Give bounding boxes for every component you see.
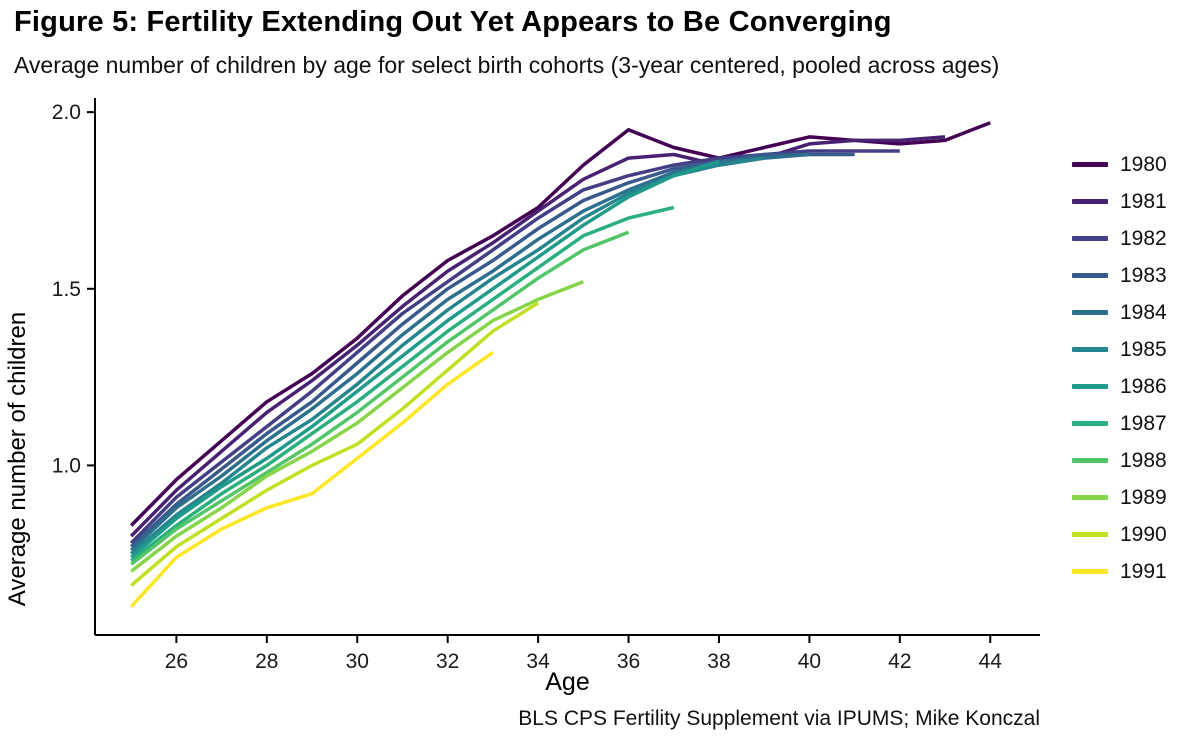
x-tick-label: 36	[617, 650, 640, 673]
plot-area: 26 28 30 32 34 36 38 40 42 44 1.0 1.5 2.0 Average nu…	[0, 90, 1060, 680]
x-tick-label: 34	[526, 650, 550, 673]
legend-label: 1983	[1120, 263, 1167, 287]
line-chart: 26 28 30 32 34 36 38 40 42 44 1.0 1.5 2.0	[52, 98, 1040, 673]
legend-label: 1980	[1120, 152, 1167, 176]
legend-swatch-1991	[1072, 569, 1108, 574]
x-axis-title: Age	[545, 668, 590, 696]
series-line-1991	[129, 350, 494, 608]
legend-label: 1985	[1120, 337, 1167, 361]
legend-item-1989: 1989	[1072, 485, 1167, 510]
legend-label: 1989	[1120, 485, 1167, 509]
y-axis-title: Average number of children	[4, 311, 31, 607]
legend-item-1984: 1984	[1072, 300, 1167, 325]
x-tick-label: 42	[888, 650, 911, 673]
legend-label: 1981	[1120, 189, 1167, 213]
legend-item-1982: 1982	[1072, 226, 1167, 251]
legend-label: 1990	[1120, 522, 1167, 546]
legend-item-1980: 1980	[1072, 152, 1167, 177]
legend-swatch-1986	[1072, 384, 1108, 389]
legend-swatch-1989	[1072, 495, 1108, 500]
legend-swatch-1982	[1072, 236, 1108, 241]
legend-item-1987: 1987	[1072, 411, 1167, 436]
legend-label: 1987	[1120, 411, 1167, 435]
legend-swatch-1984	[1072, 310, 1108, 315]
figure-subtitle: Average number of children by age for se…	[14, 52, 1000, 78]
legend-item-1983: 1983	[1072, 263, 1167, 288]
series-line-1986	[130, 159, 720, 559]
x-tick-label: 32	[436, 650, 459, 673]
series-line-1988	[130, 230, 630, 566]
y-tick-label: 1.0	[52, 454, 81, 477]
y-tick-label: 1.5	[52, 278, 81, 301]
series-line-1980	[129, 121, 991, 527]
x-tick-label: 44	[979, 650, 1003, 673]
legend-label: 1986	[1120, 374, 1167, 398]
legend-label: 1982	[1120, 226, 1167, 250]
legend-item-1981: 1981	[1072, 189, 1167, 214]
legend-swatch-1988	[1072, 458, 1108, 463]
legend-swatch-1985	[1072, 347, 1108, 352]
y-tick-label: 2.0	[52, 101, 81, 124]
source-caption: BLS CPS Fertility Supplement via IPUMS; …	[518, 707, 1040, 730]
legend-label: 1988	[1120, 448, 1167, 472]
series-line-1985	[130, 156, 765, 556]
x-tick-label: 26	[165, 650, 188, 673]
legend-item-1991: 1991	[1072, 559, 1167, 584]
legend-item-1988: 1988	[1072, 448, 1167, 473]
legend-label: 1991	[1120, 559, 1167, 583]
series-line-1987	[130, 205, 675, 563]
legend-swatch-1983	[1072, 273, 1108, 278]
legend-swatch-1980	[1072, 162, 1108, 167]
x-tick-label: 38	[707, 650, 730, 673]
legend-swatch-1981	[1072, 199, 1108, 204]
x-tick-label: 40	[798, 650, 821, 673]
x-tick-label: 30	[346, 650, 369, 673]
figure-title: Figure 5: Fertility Extending Out Yet Ap…	[14, 6, 892, 38]
series-line-1981	[129, 135, 946, 538]
legend-item-1985: 1985	[1072, 337, 1167, 362]
legend-item-1990: 1990	[1072, 522, 1167, 547]
legend: 1980 1981 1982 1983 1984 1985 1986 1987 1988 1989…	[1072, 152, 1167, 584]
legend-swatch-1987	[1072, 421, 1108, 426]
series-line-1989	[130, 280, 584, 573]
legend-item-1986: 1986	[1072, 374, 1167, 399]
series-line-1990	[130, 301, 540, 587]
x-tick-label: 28	[255, 650, 278, 673]
legend-swatch-1990	[1072, 532, 1108, 537]
legend-label: 1984	[1120, 300, 1167, 324]
